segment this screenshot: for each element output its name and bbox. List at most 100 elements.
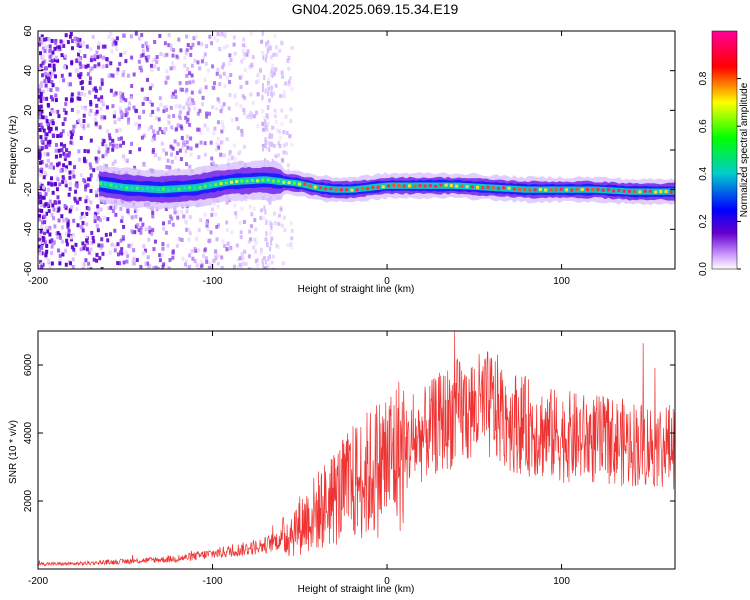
noise-cell (273, 221, 277, 226)
noise-cell (268, 132, 271, 138)
noise-cell (186, 134, 190, 139)
noise-cell (39, 229, 43, 234)
noise-cell (93, 116, 97, 121)
noise-cell (178, 148, 182, 153)
noise-cell (41, 89, 45, 94)
noise-cell (97, 149, 101, 154)
noise-cell (267, 77, 271, 82)
noise-cell (46, 140, 50, 145)
noise-cell (216, 38, 220, 43)
noise-cell (96, 208, 100, 213)
noise-cell (245, 114, 249, 119)
noise-cell (180, 87, 184, 92)
noise-cell (77, 118, 81, 123)
noise-cell (163, 53, 167, 58)
noise-cell (226, 241, 230, 246)
noise-cell (85, 222, 89, 227)
noise-cell (185, 48, 189, 53)
noise-cell (154, 115, 158, 120)
noise-cell (82, 214, 86, 219)
noise-cell (220, 120, 224, 125)
noise-cell (107, 74, 111, 79)
noise-cell (207, 239, 211, 244)
noise-cell (94, 190, 98, 195)
noise-cell (137, 228, 141, 233)
noise-cell (59, 142, 63, 147)
noise-cell (94, 121, 98, 126)
ridge-peak-cell (413, 184, 417, 188)
ridge-peak-cell (182, 186, 186, 190)
noise-cell (204, 221, 208, 226)
noise-cell (154, 265, 158, 269)
noise-cell (290, 87, 294, 92)
ridge-peak-cell (387, 184, 391, 188)
noise-cell (203, 77, 207, 82)
noise-cell (68, 181, 72, 186)
noise-cell (56, 195, 60, 200)
noise-cell (91, 34, 95, 39)
noise-cell (213, 81, 217, 86)
noise-cell (70, 94, 74, 99)
noise-cell (216, 120, 220, 125)
noise-cell (46, 187, 50, 192)
noise-cell (282, 215, 286, 220)
noise-cell (109, 73, 113, 78)
noise-cell (159, 102, 163, 107)
noise-cell (189, 52, 193, 57)
noise-cell (118, 128, 122, 133)
noise-cell (134, 214, 138, 219)
noise-cell (158, 127, 162, 132)
noise-cell (45, 225, 49, 230)
noise-cell (167, 114, 171, 119)
noise-cell (43, 59, 47, 64)
noise-cell (115, 47, 119, 52)
noise-cell (69, 140, 73, 145)
noise-cell (197, 228, 201, 233)
noise-cell (207, 111, 211, 116)
noise-cell (93, 219, 97, 224)
noise-cell (246, 49, 250, 54)
ridge-peak-cell (339, 188, 343, 192)
noise-cell (196, 127, 200, 132)
noise-cell (120, 218, 124, 223)
noise-cell (147, 126, 151, 131)
noise-cell (46, 152, 50, 157)
noise-cell (193, 259, 197, 264)
noise-cell (189, 152, 193, 157)
noise-cell (151, 214, 155, 219)
noise-cell (288, 75, 292, 80)
noise-cell (200, 42, 204, 47)
ridge-peak-cell (104, 182, 108, 186)
noise-cell (69, 261, 73, 266)
noise-cell (61, 40, 65, 45)
noise-cell (89, 58, 93, 63)
ridge-peak-cell (355, 188, 359, 192)
noise-cell (219, 32, 223, 37)
noise-cell (144, 41, 148, 46)
noise-cell (248, 110, 252, 115)
ridge-peak-cell (287, 181, 291, 185)
noise-cell (204, 111, 208, 116)
noise-cell (221, 126, 225, 131)
noise-cell (277, 153, 281, 158)
ridge-peak-cell (381, 185, 385, 189)
noise-cell (153, 239, 157, 244)
noise-cell (118, 261, 122, 266)
noise-cell (270, 236, 274, 241)
noise-cell (84, 64, 88, 69)
noise-cell (87, 250, 91, 255)
noise-cell (78, 196, 82, 201)
noise-cell (131, 230, 135, 235)
noise-cell (170, 216, 174, 221)
ridge-peak-cell (559, 187, 563, 191)
noise-cell (266, 242, 269, 248)
ridge-peak-cell (282, 180, 286, 184)
noise-cell (42, 185, 46, 190)
noise-cell (253, 237, 257, 242)
noise-cell (49, 162, 53, 167)
noise-cell (81, 43, 85, 48)
noise-cell (61, 121, 65, 126)
noise-cell (121, 140, 125, 145)
noise-cell (171, 255, 175, 260)
